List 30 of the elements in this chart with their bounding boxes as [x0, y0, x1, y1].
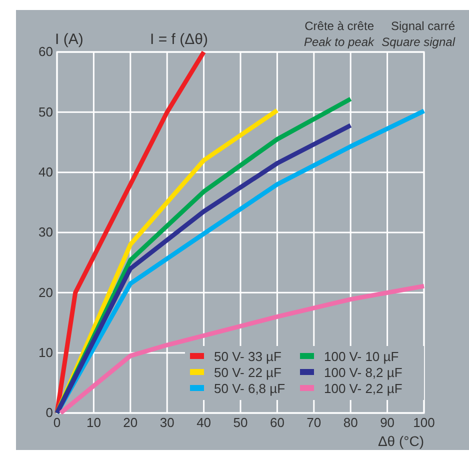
- x-tick-label: 90: [380, 415, 395, 430]
- text: Signal carré: [390, 19, 456, 33]
- legend-label: 100 V- 2,2 µF: [324, 381, 402, 396]
- x-tick-label: 40: [196, 415, 212, 430]
- x-tick-label: 50: [233, 415, 248, 430]
- y-tick-label: 30: [38, 224, 53, 240]
- text: Peak to peak: [304, 35, 375, 49]
- y-tick-label: 60: [38, 44, 53, 60]
- x-tick-label: 20: [123, 415, 138, 430]
- text: Square signal: [382, 35, 456, 49]
- legend-label: 50 V- 6,8 µF: [214, 381, 286, 396]
- text: Crête à crête: [304, 19, 374, 33]
- x-tick-label: 80: [343, 415, 358, 430]
- y-tick-label: 0: [46, 405, 53, 420]
- y-tick-label: 10: [38, 344, 53, 360]
- y-tick-label: 20: [38, 284, 53, 300]
- chart-title: I = f (Δθ): [150, 31, 208, 48]
- x-tick-label: 60: [270, 415, 284, 430]
- y-axis-title: I (A): [55, 31, 84, 48]
- legend-label: 100 V- 10 µF: [324, 349, 399, 364]
- y-tick-label: 50: [38, 104, 53, 120]
- legend-label: 50 V- 33 µF: [214, 349, 282, 364]
- y-tick-label: 40: [38, 164, 53, 180]
- x-tick-label: 70: [306, 415, 322, 430]
- x-tick-label: 100: [413, 415, 435, 430]
- legend-label: 50 V- 22 µF: [214, 365, 282, 380]
- x-tick-label: 30: [160, 415, 174, 430]
- legend-label: 100 V- 8,2 µF: [324, 365, 402, 380]
- x-tick-label: 10: [86, 415, 101, 430]
- x-axis-title: Δθ (°C): [378, 433, 424, 449]
